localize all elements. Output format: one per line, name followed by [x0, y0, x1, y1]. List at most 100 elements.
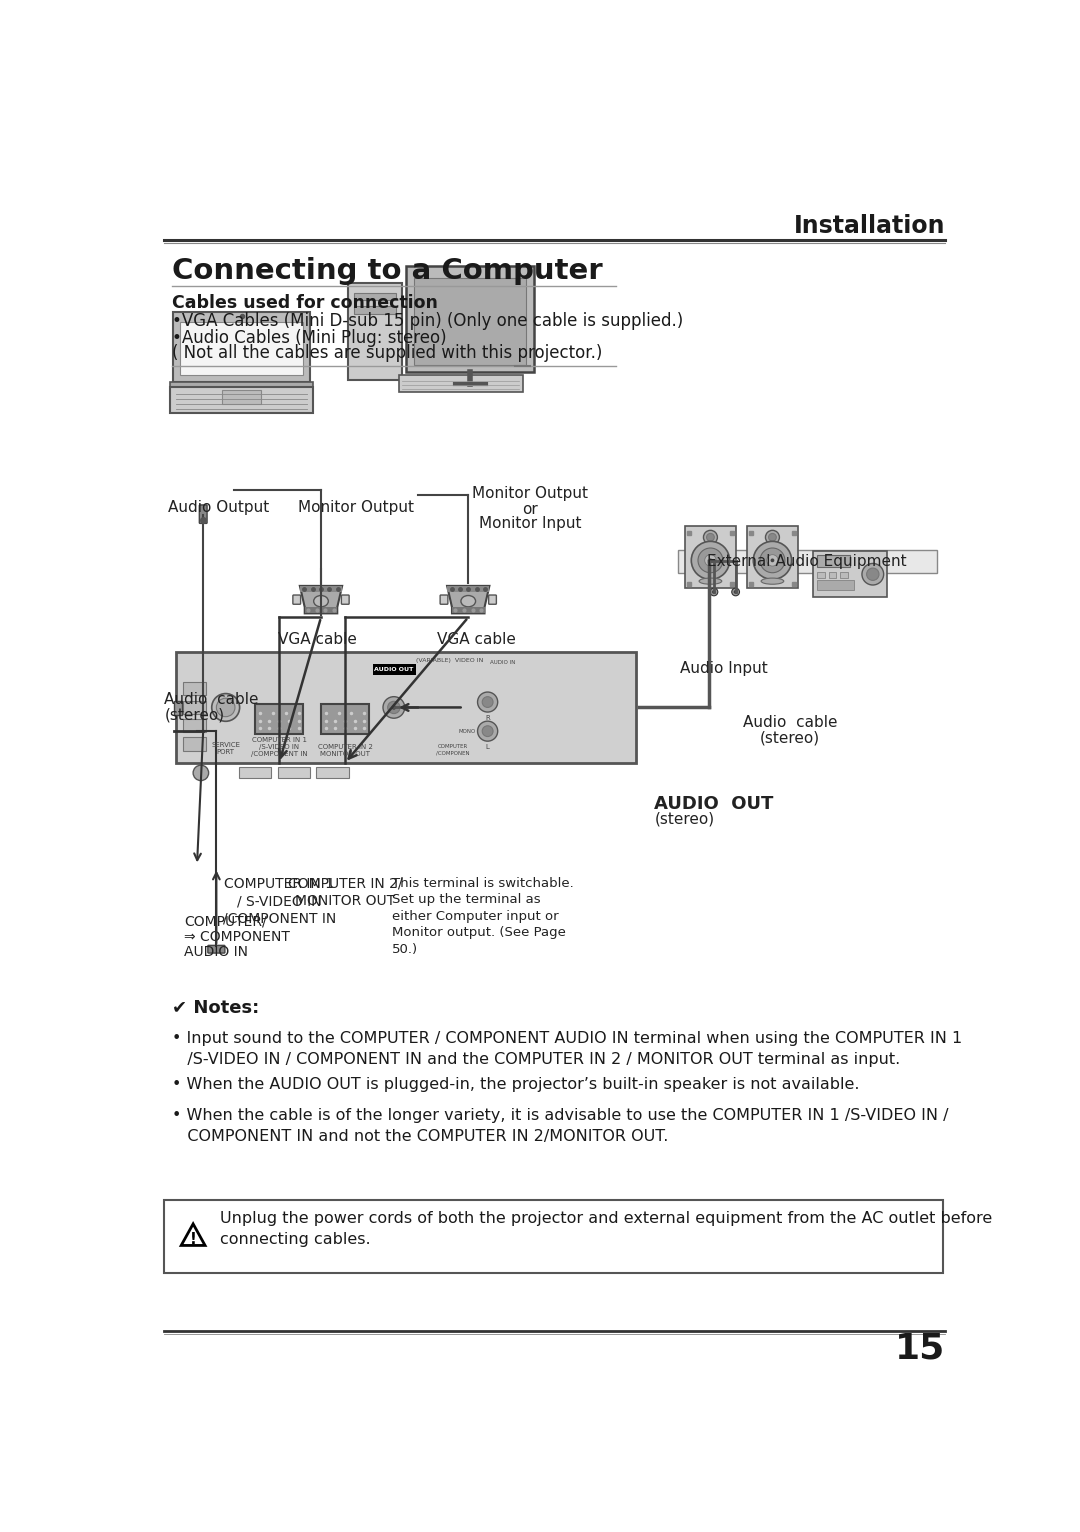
FancyBboxPatch shape [173, 313, 310, 383]
FancyBboxPatch shape [348, 283, 403, 380]
FancyBboxPatch shape [321, 703, 369, 734]
Circle shape [770, 559, 774, 562]
Text: Audio Input: Audio Input [680, 662, 768, 676]
FancyBboxPatch shape [293, 594, 300, 604]
FancyBboxPatch shape [170, 383, 313, 388]
FancyBboxPatch shape [255, 703, 303, 734]
FancyBboxPatch shape [488, 594, 497, 604]
Circle shape [691, 541, 730, 579]
Text: Audio  cable: Audio cable [164, 692, 259, 708]
Circle shape [383, 697, 405, 719]
Circle shape [698, 548, 723, 573]
Circle shape [706, 533, 714, 541]
Text: L: L [486, 745, 489, 751]
FancyBboxPatch shape [183, 682, 206, 696]
Text: Monitor Output: Monitor Output [298, 499, 414, 515]
Polygon shape [181, 1224, 205, 1246]
Text: COMPUTER IN 2/
MONITOR OUT: COMPUTER IN 2/ MONITOR OUT [287, 876, 402, 908]
Text: • When the AUDIO OUT is plugged-in, the projector’s built-in speaker is not avai: • When the AUDIO OUT is plugged-in, the … [172, 1077, 860, 1092]
FancyBboxPatch shape [747, 527, 798, 588]
FancyBboxPatch shape [176, 653, 636, 763]
FancyBboxPatch shape [164, 1200, 943, 1273]
FancyBboxPatch shape [414, 277, 526, 365]
FancyBboxPatch shape [207, 945, 225, 953]
Text: MONO: MONO [459, 729, 476, 734]
Text: Monitor Input: Monitor Input [480, 516, 581, 532]
FancyBboxPatch shape [677, 550, 937, 573]
Circle shape [769, 533, 777, 541]
FancyBboxPatch shape [816, 555, 850, 567]
Circle shape [732, 588, 740, 596]
FancyBboxPatch shape [239, 766, 271, 778]
FancyBboxPatch shape [222, 391, 261, 404]
Circle shape [703, 530, 717, 544]
Circle shape [767, 555, 779, 567]
FancyBboxPatch shape [441, 594, 448, 604]
Circle shape [388, 702, 400, 714]
FancyBboxPatch shape [180, 322, 302, 375]
FancyBboxPatch shape [354, 306, 396, 314]
Text: ( Not all the cables are supplied with this projector.): ( Not all the cables are supplied with t… [172, 345, 603, 362]
FancyBboxPatch shape [447, 585, 489, 591]
FancyBboxPatch shape [170, 388, 313, 414]
FancyBboxPatch shape [278, 766, 310, 778]
FancyBboxPatch shape [305, 607, 337, 613]
Circle shape [193, 764, 208, 781]
Circle shape [733, 590, 738, 594]
FancyBboxPatch shape [316, 766, 349, 778]
Circle shape [477, 692, 498, 712]
Text: •VGA Cables (Mini D-sub 15 pin) (Only one cable is supplied.): •VGA Cables (Mini D-sub 15 pin) (Only on… [172, 313, 684, 329]
Text: This terminal is switchable.
Set up the terminal as
either Computer input or
Mon: This terminal is switchable. Set up the … [392, 876, 573, 956]
Text: or: or [523, 502, 538, 516]
Circle shape [216, 699, 235, 717]
Circle shape [212, 694, 240, 722]
Text: Cables used for connection: Cables used for connection [172, 294, 438, 313]
FancyBboxPatch shape [451, 607, 485, 613]
FancyBboxPatch shape [183, 700, 206, 714]
FancyBboxPatch shape [200, 506, 207, 524]
Text: Installation: Installation [794, 214, 945, 237]
FancyBboxPatch shape [816, 581, 854, 590]
FancyBboxPatch shape [300, 585, 342, 591]
Circle shape [760, 548, 785, 573]
Text: Connecting to a Computer: Connecting to a Computer [172, 257, 603, 285]
Ellipse shape [761, 578, 784, 584]
Circle shape [866, 568, 879, 581]
Text: COMPUTER IN 2
MONITOR OUT: COMPUTER IN 2 MONITOR OUT [318, 743, 373, 757]
FancyBboxPatch shape [354, 293, 396, 300]
Polygon shape [447, 585, 489, 613]
Text: (stereo): (stereo) [164, 708, 225, 723]
Circle shape [482, 697, 494, 708]
FancyBboxPatch shape [373, 665, 416, 676]
Text: (stereo): (stereo) [654, 812, 714, 827]
Text: AUDIO IN: AUDIO IN [184, 945, 247, 959]
Text: R: R [485, 715, 490, 722]
Ellipse shape [699, 578, 721, 584]
Ellipse shape [313, 596, 328, 607]
Text: AUDIO  OUT: AUDIO OUT [654, 795, 773, 812]
FancyBboxPatch shape [406, 267, 535, 372]
Text: VGA cable: VGA cable [436, 633, 515, 647]
Text: Audio  cable: Audio cable [743, 715, 837, 731]
FancyBboxPatch shape [174, 702, 181, 715]
Text: • When the cable is of the longer variety, it is advisable to use the COMPUTER I: • When the cable is of the longer variet… [172, 1108, 948, 1144]
Circle shape [766, 530, 780, 544]
Text: AUDIO IN: AUDIO IN [490, 660, 516, 665]
FancyBboxPatch shape [828, 571, 836, 578]
Text: SERVICE
PORT: SERVICE PORT [212, 741, 240, 755]
Text: COMPUTER IN 1
/S-VIDEO IN
/COMPONENT IN: COMPUTER IN 1 /S-VIDEO IN /COMPONENT IN [251, 737, 308, 757]
Circle shape [710, 588, 718, 596]
Circle shape [708, 559, 713, 562]
Text: Audio Output: Audio Output [167, 499, 269, 515]
FancyBboxPatch shape [341, 594, 349, 604]
FancyBboxPatch shape [685, 527, 735, 588]
Circle shape [704, 555, 716, 567]
Text: COMPUTER/: COMPUTER/ [184, 915, 267, 928]
Text: !: ! [190, 1232, 197, 1247]
Text: (VARIABLE)  VIDEO IN: (VARIABLE) VIDEO IN [416, 659, 483, 663]
FancyBboxPatch shape [399, 375, 523, 392]
Text: External Audio Equipment: External Audio Equipment [707, 553, 907, 568]
Text: COMPUTER IN 1
/ S-VIDEO IN
/COMPONENT IN: COMPUTER IN 1 / S-VIDEO IN /COMPONENT IN [222, 876, 336, 925]
Ellipse shape [461, 596, 475, 607]
Text: Monitor Output: Monitor Output [472, 487, 589, 501]
